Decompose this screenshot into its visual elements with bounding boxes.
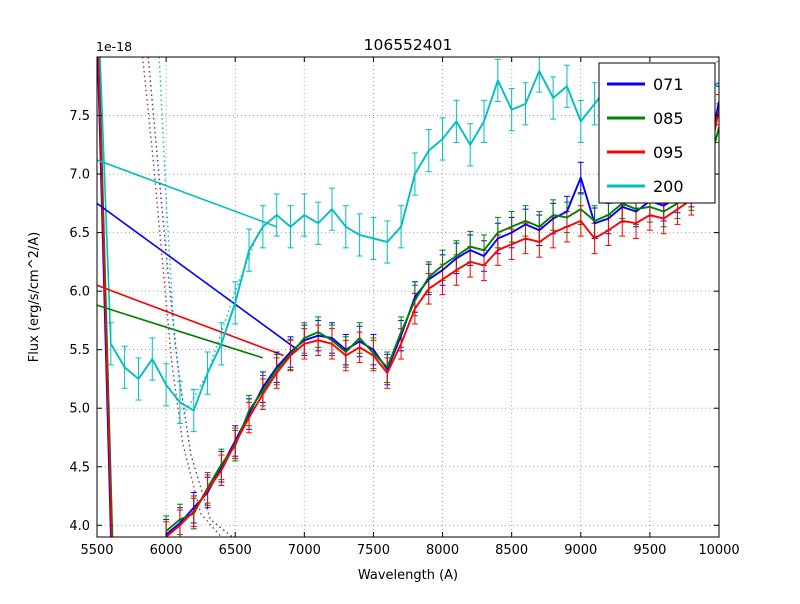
x-tick-label: 10000 xyxy=(698,543,739,558)
legend-label-095: 095 xyxy=(653,143,684,162)
x-axis-label: Wavelength (A) xyxy=(358,568,458,583)
x-tick-label: 5500 xyxy=(80,543,113,558)
x-tick-label: 6500 xyxy=(219,543,252,558)
plot-title: 106552401 xyxy=(364,36,453,54)
x-tick-label: 7500 xyxy=(357,543,390,558)
model-line xyxy=(97,304,264,359)
series-line-095 xyxy=(165,109,719,537)
model-line xyxy=(97,202,298,351)
model-line xyxy=(97,284,284,357)
legend-label-071: 071 xyxy=(653,75,684,94)
dotted-line xyxy=(141,57,222,537)
x-tick-label: 8500 xyxy=(495,543,528,558)
y-tick-label: 7.5 xyxy=(69,109,90,124)
x-tick-label: 7000 xyxy=(288,543,321,558)
y-tick-label: 6.0 xyxy=(69,285,90,300)
axes-spine xyxy=(96,56,720,538)
edge-line xyxy=(97,57,113,537)
y-axis-label: Flux (erg/s/cm^2/A) xyxy=(27,232,42,362)
dotted-line xyxy=(158,57,257,415)
x-tick-label: 8000 xyxy=(426,543,459,558)
series-line-085 xyxy=(165,127,719,532)
series-layer xyxy=(97,57,719,537)
chart-layer: 5500 6000 6500 7000 7500 8000 8500 9000 9500 1000… xyxy=(69,56,740,558)
legend-label-085: 085 xyxy=(653,109,684,128)
x-tick-label: 6000 xyxy=(150,543,183,558)
y-tick-label: 5.0 xyxy=(69,402,90,417)
legend-label-200: 200 xyxy=(653,177,684,196)
y-offset-label: 1e-18 xyxy=(96,39,132,54)
edge-line xyxy=(99,57,112,344)
ticks: 5500 6000 6500 7000 7500 8000 8500 9000 9500 1000… xyxy=(69,57,740,558)
x-tick-label: 9500 xyxy=(633,543,666,558)
y-tick-label: 6.5 xyxy=(69,226,90,241)
dotted-line xyxy=(147,57,233,537)
y-tick-label: 7.0 xyxy=(69,168,90,183)
y-tick-label: 5.5 xyxy=(69,343,90,358)
legend-box xyxy=(598,62,716,204)
x-tick-label: 9000 xyxy=(564,543,597,558)
model-line xyxy=(97,159,277,228)
legend: 071 085 095 200 xyxy=(598,62,716,204)
y-tick-label: 4.0 xyxy=(69,519,90,534)
y-tick-label: 4.5 xyxy=(69,460,90,475)
